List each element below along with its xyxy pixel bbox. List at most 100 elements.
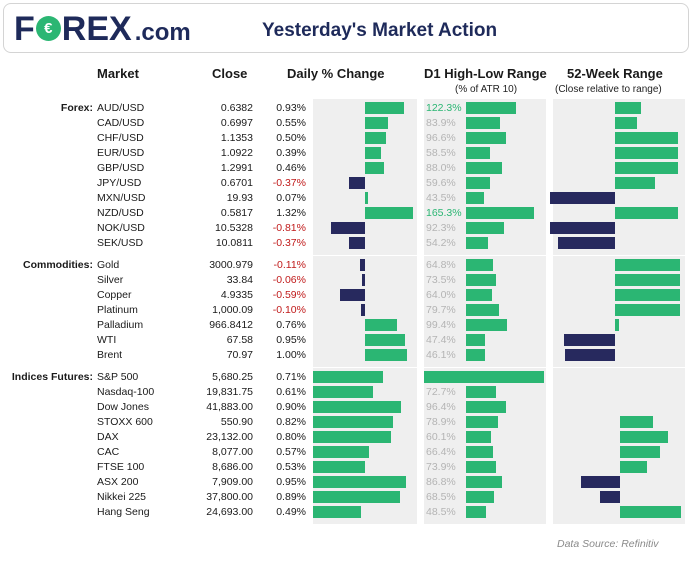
close-value: 37,800.00: [206, 491, 253, 503]
atr-range-bar: [466, 349, 485, 361]
data-source-note: Data Source: Refinitiv: [557, 538, 659, 550]
week52-bar: [620, 461, 647, 473]
daily-change-value: -0.10%: [272, 304, 306, 316]
atr-value: 96.6%: [426, 132, 456, 144]
atr-range-bar: [466, 304, 499, 316]
daily-change-bar: [313, 491, 401, 503]
market-name: CHF/USD: [97, 132, 144, 144]
daily-change-bar: [313, 371, 383, 383]
close-value: 10.5328: [215, 222, 253, 234]
market-name: NOK/USD: [97, 222, 145, 234]
atr-value: 47.4%: [426, 334, 456, 346]
atr-value: 83.9%: [426, 117, 456, 129]
daily-change-value: 0.39%: [276, 147, 306, 159]
week52-column-subheader: (Close relative to range): [555, 84, 662, 95]
daily-change-bar: [365, 207, 414, 219]
daily-change-bar: [365, 147, 382, 159]
market-name: DAX: [97, 431, 119, 443]
close-value: 23,132.00: [206, 431, 253, 443]
daily-change-column-header: Daily % Change: [287, 66, 385, 81]
daily-change-bar: [362, 274, 365, 286]
close-value: 0.5817: [220, 207, 253, 219]
atr-range-bar: [466, 401, 506, 413]
atr-range-bar: [466, 476, 502, 488]
atr-value: 54.2%: [426, 237, 456, 249]
atr-value: 73.5%: [426, 274, 456, 286]
daily-change-bar: [313, 506, 362, 518]
forex-logo: F € REX .com: [14, 10, 191, 48]
group-label: Indices Futures:: [11, 371, 93, 383]
daily-change-value: 0.90%: [276, 401, 306, 413]
daily-change-bar: [349, 237, 365, 249]
atr-range-bar: [466, 222, 504, 234]
daily-change-value: 0.55%: [276, 117, 306, 129]
week52-bar: [557, 237, 615, 249]
market-name: Platinum: [97, 304, 138, 316]
group-label: Commodities:: [22, 259, 93, 271]
daily-change-value: 0.53%: [276, 461, 306, 473]
daily-change-value: 0.80%: [276, 431, 306, 443]
market-name: EUR/USD: [97, 147, 145, 159]
close-value: 4.9335: [220, 289, 253, 301]
atr-value: 59.6%: [426, 177, 456, 189]
daily-change-bar: [340, 289, 365, 301]
daily-change-value: 0.07%: [276, 192, 306, 204]
week52-bar: [615, 289, 681, 301]
atr-range-bar: [466, 506, 486, 518]
daily-change-value: 0.95%: [276, 476, 306, 488]
market-name: NZD/USD: [97, 207, 144, 219]
daily-change-value: -0.37%: [272, 177, 306, 189]
atr-value: 122.3%: [426, 102, 462, 114]
daily-change-value: 0.95%: [276, 334, 306, 346]
atr-range-bar: [466, 207, 534, 219]
week52-bar: [615, 177, 655, 189]
atr-value: 86.8%: [426, 476, 456, 488]
atr-value: 64.0%: [426, 289, 456, 301]
atr-range-bar: [466, 289, 493, 301]
daily-change-value: 0.76%: [276, 319, 306, 331]
market-name: AUD/USD: [97, 102, 145, 114]
week52-bar: [563, 334, 615, 346]
close-value: 1.2991: [220, 162, 253, 174]
daily-change-bar: [365, 162, 385, 174]
week52-bar: [550, 222, 615, 234]
daily-change-bar: [365, 117, 389, 129]
logo-letter-f: F: [14, 10, 35, 48]
daily-change-value: -0.11%: [273, 259, 307, 271]
atr-value: 58.5%: [426, 147, 456, 159]
close-value: 0.6997: [220, 117, 253, 129]
daily-change-value: -0.59%: [272, 289, 306, 301]
close-value: 5,680.25: [212, 371, 253, 383]
daily-change-value: 1.00%: [276, 349, 306, 361]
atr-range-bar: [466, 334, 486, 346]
atr-value: 73.9%: [426, 461, 456, 473]
market-name: SEK/USD: [97, 237, 144, 249]
week52-bar: [599, 491, 620, 503]
market-name: Gold: [97, 259, 120, 271]
close-value: 10.0811: [215, 237, 253, 249]
daily-change-value: -0.06%: [272, 274, 306, 286]
atr-value: 48.5%: [426, 506, 456, 518]
atr-range-bar: [466, 162, 503, 174]
close-column-header: Close: [212, 66, 248, 81]
daily-change-value: 0.82%: [276, 416, 306, 428]
market-name: CAD/USD: [97, 117, 145, 129]
week52-bar: [615, 102, 642, 114]
close-value: 1.0922: [220, 147, 253, 159]
market-name: S&P 500: [97, 371, 139, 383]
atr-range-bar: [466, 319, 507, 331]
week52-column-header: 52-Week Range: [567, 66, 663, 81]
atr-value: 92.3%: [426, 222, 456, 234]
atr-value: 46.1%: [426, 349, 456, 361]
daily-change-value: 0.61%: [276, 386, 306, 398]
atr-range-bar: [466, 446, 494, 458]
market-name: Palladium: [97, 319, 144, 331]
daily-change-value: 0.93%: [276, 102, 306, 114]
daily-change-value: 0.89%: [276, 491, 306, 503]
atr-range-bar: [466, 274, 497, 286]
close-value: 33.84: [226, 274, 253, 286]
market-name: MXN/USD: [97, 192, 146, 204]
header-bar: F € REX .com Yesterday's Market Action: [3, 3, 689, 53]
close-value: 8,686.00: [212, 461, 253, 473]
daily-change-bar: [349, 177, 365, 189]
